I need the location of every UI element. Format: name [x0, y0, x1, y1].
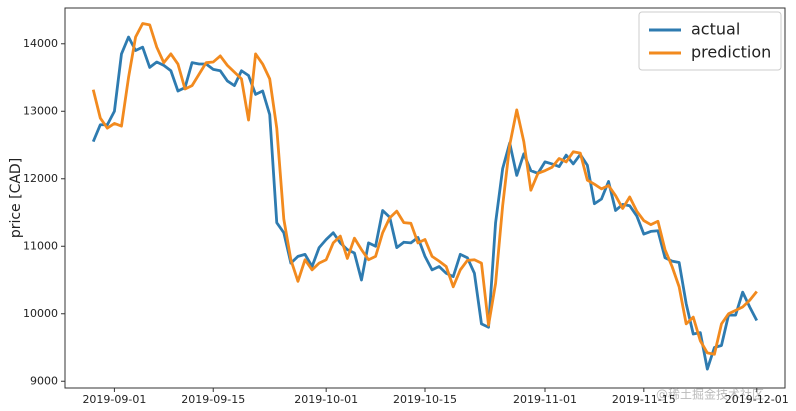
x-tick-label: 2019-09-15 [181, 393, 245, 406]
y-tick-label: 14000 [23, 37, 58, 50]
y-tick-label: 9000 [30, 374, 58, 387]
y-tick-label: 13000 [23, 104, 58, 117]
x-tick-label: 2019-11-15 [612, 393, 676, 406]
x-tick-label: 2019-10-01 [294, 393, 358, 406]
y-tick-label: 11000 [23, 239, 58, 252]
line-series [91, 22, 758, 356]
x-tick-label: 2019-12-01 [725, 393, 789, 406]
legend-box [638, 11, 782, 71]
x-tick-label: 2019-09-01 [82, 393, 146, 406]
x-tick-label: 2019-11-01 [513, 393, 577, 406]
legend-label: actual [691, 20, 740, 39]
y-tick-label: 12000 [23, 172, 58, 185]
y-axis-label: price [CAD] [8, 158, 24, 238]
watermark: @稀土掘金技术社区 [656, 387, 764, 402]
x-tick-label: 2019-10-15 [393, 393, 457, 406]
y-tick-label: 10000 [23, 307, 58, 320]
legend-label: prediction [691, 43, 771, 62]
line-series [91, 35, 759, 371]
